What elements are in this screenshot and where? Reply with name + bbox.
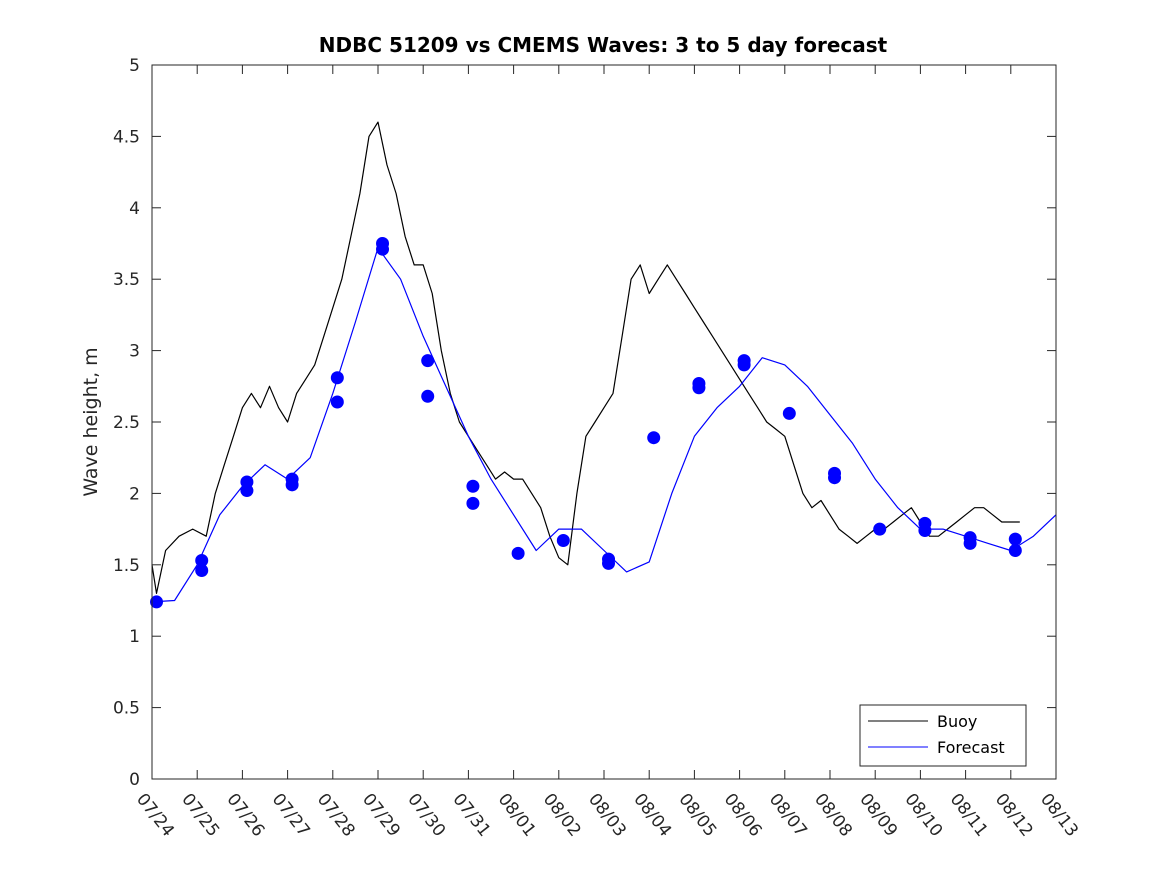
y-tick-label: 3 <box>129 342 140 362</box>
forecast-marker <box>466 496 480 510</box>
x-tick-label: 07/25 <box>177 790 223 841</box>
axis-box <box>151 64 1057 780</box>
forecast-marker <box>285 478 299 492</box>
forecast-marker <box>466 479 480 493</box>
legend: Buoy Forecast <box>859 704 1027 767</box>
x-tick-label: 07/29 <box>358 790 404 841</box>
forecast-marker <box>647 431 661 445</box>
x-tick-label: 08/08 <box>810 790 856 841</box>
y-tick-label: 4 <box>129 199 140 219</box>
x-tick-label: 08/03 <box>584 790 630 841</box>
x-tick-label: 08/05 <box>674 790 720 841</box>
x-tick-label: 08/12 <box>991 790 1037 841</box>
x-tick-label: 08/07 <box>765 790 811 841</box>
legend-label-forecast: Forecast <box>937 738 1005 757</box>
y-tick-label: 1 <box>129 627 140 647</box>
y-tick-label: 1.5 <box>113 556 140 576</box>
forecast-marker <box>240 484 254 498</box>
legend-label-buoy: Buoy <box>937 712 977 731</box>
x-tick-label: 08/10 <box>900 790 946 841</box>
forecast-marker <box>918 524 932 538</box>
x-tick-label: 08/11 <box>946 790 992 841</box>
y-tick-label: 2 <box>129 484 140 504</box>
x-tick-label: 08/01 <box>494 790 540 841</box>
forecast-marker <box>873 522 887 536</box>
forecast-marker <box>602 556 616 570</box>
x-tick-label: 07/30 <box>403 790 449 841</box>
x-tick-label: 08/06 <box>720 790 766 841</box>
x-tick-labels: 07/24 07/25 07/26 07/27 07/28 07/29 07/30 07/31… <box>132 790 1082 841</box>
forecast-marker <box>511 546 525 560</box>
x-tick-label: 07/24 <box>132 790 178 841</box>
x-tick-label: 08/02 <box>539 790 585 841</box>
series-line-forecast <box>151 247 1057 603</box>
y-tick-label: 3.5 <box>113 270 140 290</box>
x-tick-label: 07/31 <box>448 790 494 841</box>
y-tick-label: 2.5 <box>113 413 140 433</box>
forecast-markers <box>150 237 1022 609</box>
y-axis-label: Wave height, m <box>80 347 102 496</box>
y-tick-label: 4.5 <box>113 127 140 147</box>
x-tick-label: 07/28 <box>313 790 359 841</box>
y-tick-label: 0 <box>129 770 140 790</box>
x-tick-label: 08/13 <box>1036 790 1082 841</box>
forecast-marker <box>421 354 435 368</box>
x-tick-label: 07/27 <box>268 790 314 841</box>
x-tick-label: 07/26 <box>222 790 268 841</box>
chart-title: NDBC 51209 vs CMEMS Waves: 3 to 5 day fo… <box>319 33 888 57</box>
series-line-buoy <box>151 121 1020 595</box>
y-tick-label: 0.5 <box>113 699 140 719</box>
forecast-marker <box>330 395 344 409</box>
forecast-marker <box>963 536 977 550</box>
forecast-marker <box>1008 532 1022 546</box>
forecast-marker <box>376 242 390 256</box>
forecast-marker <box>737 358 751 372</box>
forecast-marker <box>195 564 209 578</box>
forecast-marker <box>195 554 209 568</box>
forecast-marker <box>1008 544 1022 558</box>
forecast-marker <box>828 471 842 485</box>
legend-box <box>859 704 1027 767</box>
x-tick-label: 08/09 <box>855 790 901 841</box>
y-tick-label: 5 <box>129 56 140 76</box>
x-tick-label: 08/04 <box>629 790 675 841</box>
y-tick-labels: 0 0.5 1 1.5 2 2.5 3 3.5 4 4.5 5 <box>113 56 140 790</box>
forecast-marker <box>692 381 706 395</box>
forecast-marker <box>782 406 796 420</box>
forecast-marker <box>556 534 570 548</box>
forecast-marker <box>150 595 164 609</box>
forecast-marker <box>330 371 344 385</box>
forecast-marker <box>421 389 435 403</box>
